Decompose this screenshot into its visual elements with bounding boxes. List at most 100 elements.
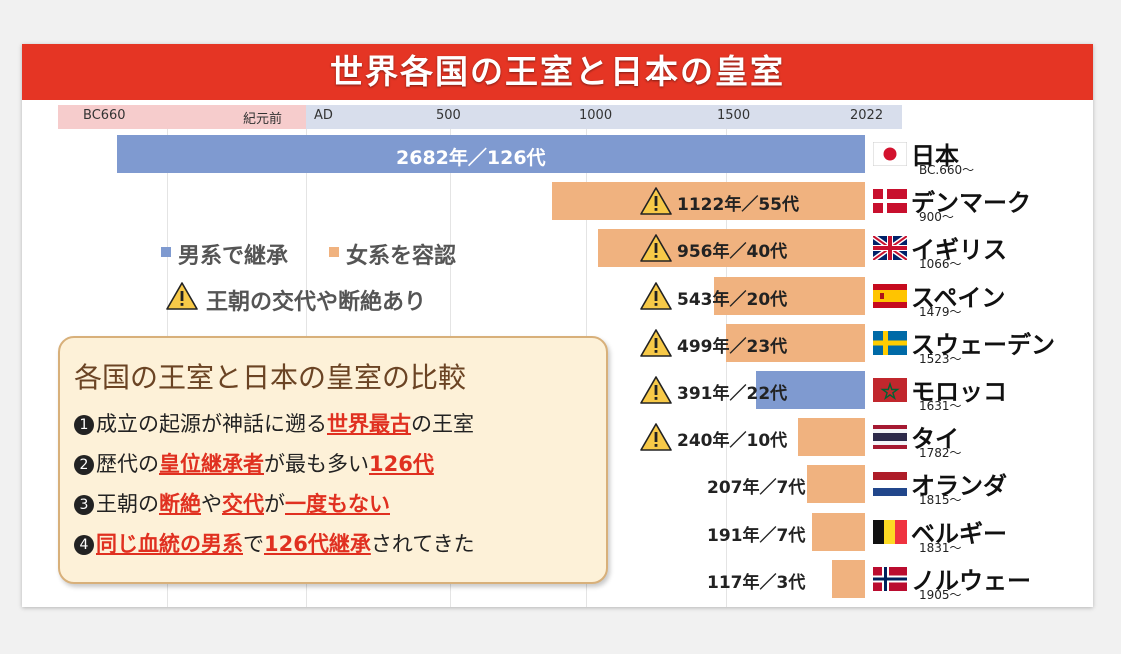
country-start-year: BC.660～ xyxy=(919,163,975,177)
axis-ad-band xyxy=(306,105,902,129)
country-name: スペイン xyxy=(911,283,1006,312)
country-start-year: 1523～ xyxy=(919,351,962,366)
item-highlight: 一度もない xyxy=(285,492,390,516)
country-name: タイ xyxy=(911,425,959,454)
tick-bc660: BC660 xyxy=(83,108,126,123)
tick-1000: 1000 xyxy=(579,108,613,123)
item-text: や xyxy=(201,492,222,516)
tick-500: 500 xyxy=(436,108,461,123)
bar-value-label: 543年／20代 xyxy=(677,289,788,310)
country-start-year: 1815～ xyxy=(919,493,962,508)
tick-2022: 2022 xyxy=(850,108,884,123)
warning-icon xyxy=(640,281,672,311)
item-text: されてきた xyxy=(370,532,475,556)
country-name: ベルギー xyxy=(911,519,1007,548)
axis-bc-band xyxy=(58,105,306,129)
comparison-item-2: 2 歴代の皇位継承者が最も多い126代 xyxy=(74,448,434,478)
bar-dk xyxy=(552,182,865,221)
number-badge: 4 xyxy=(74,535,94,555)
bar-no xyxy=(832,559,865,598)
bar-value-label: 191年／7代 xyxy=(707,525,806,546)
number-badge: 2 xyxy=(74,455,94,475)
flag-be-icon xyxy=(873,519,907,544)
bar-ma xyxy=(755,371,865,409)
item-text: の王室 xyxy=(411,412,474,436)
bar-value-label: 117年／3代 xyxy=(707,572,806,593)
country-name: イギリス xyxy=(911,236,1007,265)
flag-ma-icon xyxy=(873,378,907,402)
flag-es-icon xyxy=(873,283,907,308)
legend-female-label: 女系を容認 xyxy=(346,244,457,269)
legend-male-label: 男系で継承 xyxy=(178,244,289,269)
country-name: スウェーデン xyxy=(911,330,1055,359)
country-start-year: 900～ xyxy=(919,210,954,225)
item-text: 歴代の xyxy=(96,452,159,476)
flag-nl-icon xyxy=(873,472,907,497)
legend-male-swatch xyxy=(161,247,171,257)
flag-se-icon xyxy=(873,330,907,355)
bar-value-label: 240年／10代 xyxy=(677,431,788,452)
comparison-box: 各国の王室と日本の皇室の比較 1 成立の起源が神話に遡る世界最古の王室 2 歴代の皇… xyxy=(58,336,608,584)
country-start-year: 1905～ xyxy=(919,587,962,602)
flag-th-icon xyxy=(873,425,907,450)
item-highlight: 同じ血統の男系 xyxy=(96,532,243,556)
comparison-title: 各国の王室と日本の皇室の比較 xyxy=(74,361,467,394)
tick-ad: AD xyxy=(314,108,333,123)
flag-dk-icon xyxy=(873,189,907,214)
warning-icon xyxy=(640,375,672,405)
bar-value-label: 207年／7代 xyxy=(707,478,806,499)
bar-jp xyxy=(117,135,865,173)
comparison-item-4: 4 同じ血統の男系で126代継承されてきた xyxy=(74,528,475,558)
item-text: 王朝の xyxy=(96,492,159,516)
number-badge: 3 xyxy=(74,495,94,515)
legend-warning-icon xyxy=(166,282,198,310)
country-name: デンマーク xyxy=(911,189,1031,218)
country-name: オランダ xyxy=(911,472,1007,501)
flag-jp-icon xyxy=(873,142,907,166)
item-text: が xyxy=(264,492,285,516)
bar-value-label: 956年／40代 xyxy=(677,242,788,263)
tick-1500: 1500 xyxy=(717,108,751,123)
country-name: モロッコ xyxy=(911,378,1007,406)
slide: 世界各国の王室と日本の皇室 BC660 紀元前 AD 500 1000 1500… xyxy=(22,44,1093,607)
gridline xyxy=(726,129,727,607)
country-start-year: 1066～ xyxy=(919,257,962,272)
bar-value-label: 499年／23代 xyxy=(677,336,788,357)
bar-value-label: 1122年／55代 xyxy=(677,195,799,216)
bar-value-label: 2682年／126代 xyxy=(396,147,546,169)
flag-gb-icon xyxy=(873,236,907,261)
bar-th xyxy=(798,418,865,457)
legend-warning-label: 王朝の交代や断絶あり xyxy=(206,290,427,315)
country-name: ノルウェー xyxy=(911,566,1031,595)
country-start-year: 1831～ xyxy=(919,540,962,555)
item-text: が最も多い xyxy=(264,452,369,476)
warning-icon xyxy=(640,422,672,452)
chart-title: 世界各国の王室と日本の皇室 xyxy=(22,44,1093,100)
country-start-year: 1479～ xyxy=(919,304,962,319)
warning-icon xyxy=(640,233,672,263)
comparison-item-3: 3 王朝の断絶や交代が一度もない xyxy=(74,488,390,518)
tick-bc-suffix: 紀元前 xyxy=(243,112,283,127)
bar-value-label: 391年／22代 xyxy=(677,384,788,404)
legend-female-swatch xyxy=(329,247,339,257)
warning-icon xyxy=(640,186,672,216)
item-highlight: 世界最古 xyxy=(327,412,411,436)
country-start-year: 1631～ xyxy=(919,399,962,413)
item-highlight: 126代 xyxy=(369,452,434,476)
item-highlight: 皇位継承者 xyxy=(159,452,264,476)
item-highlight: 断絶 xyxy=(159,492,201,516)
bar-be xyxy=(811,512,865,551)
bar-nl xyxy=(807,465,865,504)
warning-icon xyxy=(640,328,672,358)
country-name: 日本 xyxy=(911,142,959,170)
number-badge: 1 xyxy=(74,415,94,435)
item-highlight: 126代継承 xyxy=(264,532,371,556)
bar-es xyxy=(713,276,865,315)
item-text: 成立の起源が神話に遡る xyxy=(96,412,327,436)
flag-no-icon xyxy=(873,566,907,591)
comparison-item-1: 1 成立の起源が神話に遡る世界最古の王室 xyxy=(74,408,474,438)
item-text: で xyxy=(243,532,264,556)
item-highlight: 交代 xyxy=(222,492,264,516)
country-start-year: 1782～ xyxy=(919,446,962,461)
bar-se xyxy=(725,323,865,362)
